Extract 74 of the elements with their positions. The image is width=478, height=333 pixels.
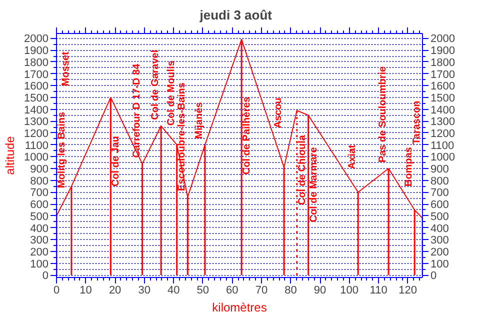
ref-line-label: Mijanès [194, 102, 205, 139]
y-tick-label: 1800 [24, 56, 49, 69]
x-tick-label: 90 [314, 284, 326, 296]
y2-tick-label: 1900 [430, 45, 455, 58]
y-tick-label: 800 [30, 175, 49, 188]
y-tick-label: 1100 [24, 140, 48, 152]
y-tick-label: 2000 [24, 33, 49, 46]
y-tick-label: 300 [30, 234, 49, 247]
y2-tick-label: 300 [430, 234, 449, 247]
y2-tick-label: 1000 [430, 152, 455, 164]
y-tick-label: 1500 [24, 92, 49, 104]
y2-tick-label: 1200 [430, 128, 455, 140]
ref-line-label: Tarascon [412, 100, 422, 144]
ref-line-label: Col de Chioula [296, 134, 308, 206]
y-tick-label: 0 [42, 270, 49, 282]
ref-line-label: Mosset [60, 50, 72, 86]
x-tick-label: 70 [255, 284, 268, 296]
y2-tick-label: 1100 [430, 140, 454, 152]
ref-line-label: Bompas [404, 146, 415, 186]
x-tick-label: 120 [398, 284, 418, 296]
y-tick-label: 1300 [24, 116, 49, 128]
ref-line-label: Col de Jau [110, 136, 122, 187]
y-tick-label: 400 [30, 222, 49, 235]
x-tick-label: 60 [226, 284, 238, 296]
ref-line-label: Col de Marmare [308, 146, 320, 222]
ref-line-label: Axiat [347, 144, 358, 170]
ref-line-label: Col de Garavel [150, 50, 162, 120]
y2-tick-label: 0 [430, 270, 437, 282]
y2-tick-label: 700 [430, 187, 449, 200]
x-tick-label: 100 [340, 284, 358, 296]
ref-line-label: Molitg les Bains [56, 112, 68, 188]
chart-title: jeudi 3 août [198, 8, 273, 22]
y2-tick-label: 2000 [430, 33, 455, 46]
ref-line-label: Col de Pailhères [242, 96, 253, 175]
y2-tick-label: 200 [430, 246, 449, 258]
x-tick-label: 50 [196, 284, 210, 296]
ref-line-label: Col de Moulis [166, 60, 177, 126]
x-tick-label: 80 [284, 284, 297, 296]
y2-tick-label: 1500 [430, 92, 455, 104]
x-tick-label: 40 [168, 284, 180, 296]
y2-tick-label: 100 [430, 258, 449, 270]
y-tick-label: 1700 [24, 68, 49, 81]
y-tick-label: 1600 [24, 80, 49, 93]
y2-tick-label: 1800 [430, 56, 455, 69]
y-tick-label: 100 [30, 258, 49, 270]
y-tick-label: 1000 [24, 152, 49, 164]
y2-tick-label: 900 [430, 164, 449, 176]
y-tick-label: 200 [30, 246, 49, 258]
y-tick-label: 1400 [24, 104, 49, 116]
x-tick-label: 10 [80, 284, 92, 296]
y2-tick-label: 1600 [430, 80, 455, 93]
y2-tick-label: 1700 [430, 68, 455, 81]
y-tick-label: 900 [30, 164, 49, 176]
y-tick-label: 1900 [24, 45, 49, 58]
x-tick-label: 20 [108, 284, 122, 296]
y-tick-label: 600 [30, 199, 49, 212]
x-tick-label: 110 [370, 284, 388, 296]
ref-line-label: Pas de Souloumbrie [378, 66, 389, 163]
y2-tick-label: 800 [430, 175, 449, 188]
y-tick-label: 1200 [24, 128, 49, 140]
y-axis-title: altitude [3, 136, 18, 175]
ref-line-label: Escouloubre-les-Bains [176, 82, 188, 191]
ref-line-label: Carrefour D 17-D 84 [131, 63, 142, 158]
x-axis-title: kilomètres [212, 300, 267, 314]
y2-tick-label: 1300 [430, 116, 455, 128]
y2-tick-label: 400 [430, 222, 449, 235]
y2-tick-label: 600 [430, 199, 449, 212]
y2-tick-label: 500 [430, 210, 449, 223]
ref-line-label: Ascou [273, 98, 284, 128]
x-tick-label: 30 [138, 284, 150, 296]
x-tick-label: 0 [53, 284, 60, 296]
y2-tick-label: 1400 [430, 104, 455, 116]
y-tick-label: 500 [30, 210, 49, 223]
y-tick-label: 700 [30, 187, 49, 200]
